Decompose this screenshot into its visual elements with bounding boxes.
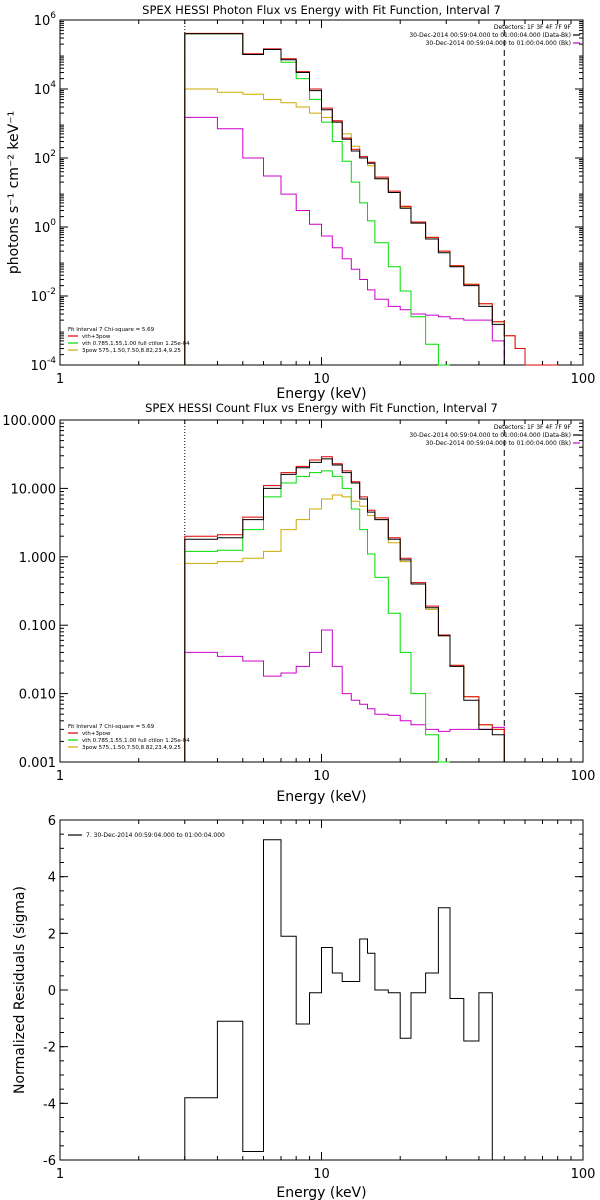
y-tick-label: 6 [48, 814, 56, 829]
y-tick-label: 0.001 [19, 756, 56, 771]
y-tick-label: 100 [34, 218, 57, 236]
series-vth [184, 470, 450, 763]
y-tick-label: 0.100 [19, 619, 56, 634]
y-tick-exponent: 0 [50, 218, 56, 228]
y-tick-mantissa: 10 [30, 290, 47, 305]
y-tick-mantissa: 10 [30, 359, 47, 374]
legend-right-entry: 30-Dec-2014 00:59:04.000 to 01:00:04.000… [426, 440, 571, 447]
y-tick-label: 0.010 [19, 688, 56, 703]
legend-left-entry: 7. 30-Dec-2014 00:59:04.000 to 01:00:04.… [86, 832, 225, 839]
legend-left-entry: 3pow 575.,1.50,7.50,8.82,23.4,9.25 [82, 348, 181, 354]
y-tick-mantissa: 10 [34, 221, 51, 236]
chart-title-1: SPEX HESSI Photon Flux vs Energy with Fi… [142, 3, 501, 17]
series-data-bk [184, 458, 505, 762]
y-tick-label: 102 [34, 149, 56, 167]
y-tick-label: 10-4 [30, 356, 56, 374]
series-7-30-dec-2014-00-59-04-000-to-01-00-04-000 [184, 839, 493, 1160]
series-vth-3pow [184, 456, 505, 762]
legend-right-entry: 30-Dec-2014 00:59:04.000 to 01:00:04.000… [409, 32, 571, 39]
legend-left-entry: vth 0.785,1.55,1.00 full ctilon 1.25e-04 [82, 738, 190, 744]
y-tick-label: 2 [48, 927, 56, 942]
y-tick-label: -6 [43, 1154, 56, 1169]
x-tick-label: 100 [571, 1167, 596, 1182]
series-bk [184, 629, 505, 762]
x-tick-label: 1 [56, 1167, 64, 1182]
y-axis-label: photons s⁻¹ cm⁻² keV⁻¹ [6, 111, 22, 274]
series-vth [184, 33, 450, 366]
legend-right-entry: 30-Dec-2014 00:59:04.000 to 01:00:04.000… [409, 432, 571, 439]
series-data-bk [184, 33, 505, 365]
legend-right-entry: Detectors: 1F 3F 4F 7F 9F [494, 24, 572, 31]
legend-left-entry: vth+3pow [82, 731, 111, 737]
y-tick-label: -2 [43, 1041, 56, 1056]
y-tick-label: 100.000 [2, 414, 56, 429]
chart-title-2: SPEX HESSI Count Flux vs Energy with Fit… [145, 401, 498, 415]
x-tick-label: 100 [571, 372, 596, 387]
legend-left-entry: Fit Interval 7 Chi-square = 5.69 [68, 327, 155, 333]
legend-left-entry: 3pow 575.,1.50,7.50,8.82,23.4,9.25 [82, 745, 181, 751]
series-3pow [184, 88, 558, 366]
y-axis-label: Normalized Residuals (sigma) [12, 886, 28, 1094]
x-tick-label: 10 [313, 1167, 330, 1182]
y-tick-label: 104 [34, 80, 57, 98]
x-tick-label: 1 [56, 372, 64, 387]
series-vth-3pow [184, 32, 558, 366]
y-tick-mantissa: 10 [34, 83, 51, 98]
y-tick-exponent: 4 [50, 80, 56, 90]
y-tick-label: 106 [34, 11, 57, 29]
x-axis-label: Energy (keV) [276, 789, 366, 805]
y-tick-mantissa: 10 [34, 152, 51, 167]
legend-right-entry: 30-Dec-2014 00:59:04.000 to 01:00:04.000… [426, 40, 571, 47]
x-axis-label: Energy (keV) [276, 1185, 366, 1200]
y-tick-exponent: 6 [50, 11, 56, 21]
x-tick-label: 1 [56, 769, 64, 784]
y-tick-exponent: 2 [50, 149, 56, 159]
y-tick-label: -4 [43, 1097, 56, 1112]
x-tick-label: 10 [313, 372, 330, 387]
x-axis-label: Energy (keV) [276, 386, 366, 402]
y-tick-label: 1.000 [19, 551, 56, 566]
legend-left-entry: vth 0.785,1.55,1.00 full ctilon 1.25e-04 [82, 341, 190, 347]
legend-left-entry: vth+3pow [82, 334, 111, 340]
y-tick-label: 0 [48, 984, 56, 999]
x-tick-label: 100 [571, 769, 596, 784]
x-tick-label: 10 [313, 769, 330, 784]
legend-left-entry: Fit Interval 7 Chi-square = 5.69 [68, 724, 155, 730]
y-tick-label: 10-2 [30, 287, 56, 305]
y-tick-mantissa: 10 [34, 14, 51, 29]
y-tick-exponent: -2 [47, 287, 56, 297]
series-bk [184, 116, 505, 365]
y-tick-exponent: -4 [47, 356, 56, 366]
y-tick-label: 4 [48, 871, 56, 886]
legend-right-entry: Detectors: 1F 3F 4F 7F 9F [494, 424, 572, 431]
y-tick-label: 10.000 [11, 482, 57, 497]
